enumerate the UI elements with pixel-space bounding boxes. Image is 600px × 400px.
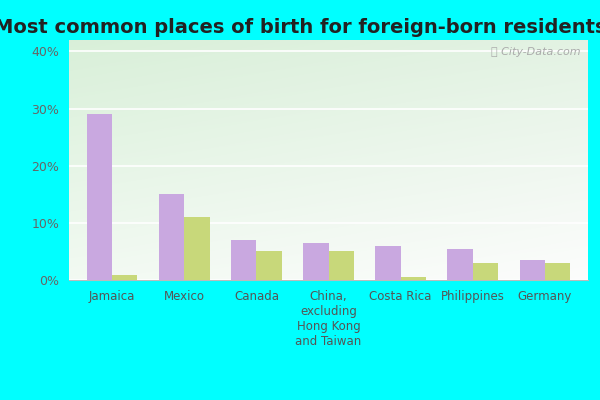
Bar bbox=[473, 263, 498, 280]
Bar bbox=[303, 243, 329, 280]
Bar bbox=[329, 252, 354, 280]
Bar bbox=[184, 217, 209, 280]
Bar bbox=[520, 260, 545, 280]
Bar bbox=[401, 277, 426, 280]
Text: Most common places of birth for foreign-born residents: Most common places of birth for foreign-… bbox=[0, 18, 600, 37]
Bar bbox=[256, 252, 281, 280]
Bar bbox=[448, 248, 473, 280]
Bar bbox=[545, 263, 570, 280]
Bar bbox=[112, 276, 137, 280]
Text: ⓘ City-Data.com: ⓘ City-Data.com bbox=[491, 47, 580, 57]
Bar bbox=[159, 194, 184, 280]
Bar bbox=[87, 114, 112, 280]
Bar bbox=[376, 246, 401, 280]
Bar bbox=[231, 240, 256, 280]
